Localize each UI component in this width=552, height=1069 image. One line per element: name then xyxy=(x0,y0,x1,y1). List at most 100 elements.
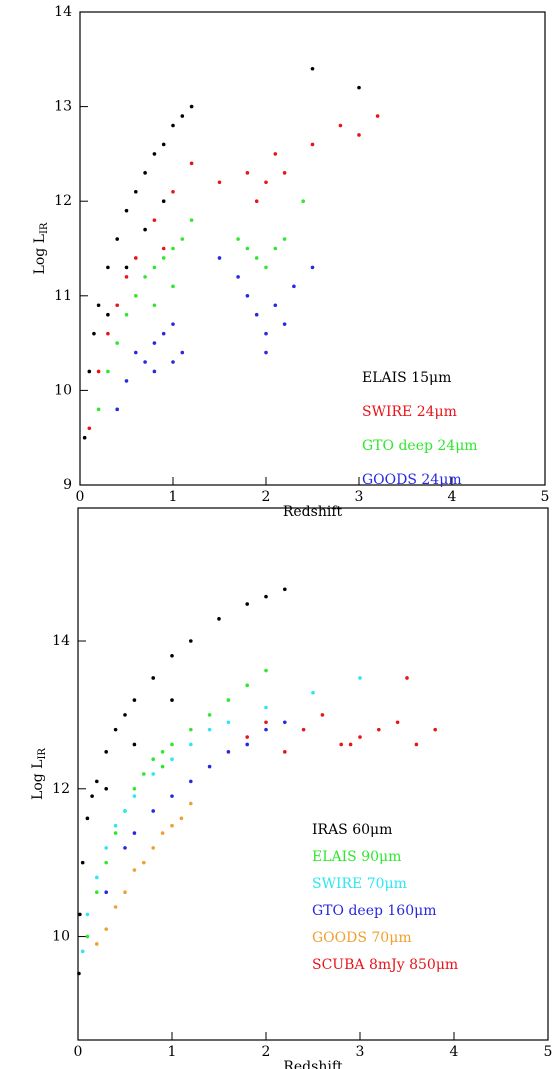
point xyxy=(377,727,381,732)
point xyxy=(115,303,119,308)
point xyxy=(375,114,380,118)
point xyxy=(124,265,129,270)
point xyxy=(282,171,287,175)
point xyxy=(151,809,155,813)
point xyxy=(395,720,400,725)
x-tick-label: 5 xyxy=(544,1044,552,1060)
point xyxy=(96,303,101,308)
point xyxy=(292,284,296,289)
point xyxy=(170,698,174,702)
point xyxy=(301,727,306,732)
legend-entry: SCUBA 8mJy 850μm xyxy=(312,957,458,973)
point xyxy=(170,794,174,798)
point xyxy=(85,816,90,821)
point xyxy=(82,435,87,440)
point xyxy=(151,757,155,762)
point xyxy=(143,171,147,175)
point xyxy=(283,720,287,725)
point xyxy=(245,683,249,688)
point xyxy=(217,617,221,621)
y-tick-label: 12 xyxy=(52,781,70,797)
point xyxy=(179,816,184,821)
y-axis-label: Log LIR xyxy=(32,222,50,274)
point xyxy=(132,831,137,835)
point xyxy=(161,256,166,260)
x-tick-label: 2 xyxy=(262,1044,271,1060)
point xyxy=(95,779,99,784)
point xyxy=(160,750,165,754)
legend-entry: SWIRE 24μm xyxy=(362,404,457,420)
point xyxy=(357,85,361,90)
point xyxy=(282,322,287,326)
x-tick-label: 5 xyxy=(541,489,550,505)
point xyxy=(106,265,110,270)
point xyxy=(85,912,90,917)
x-tick-label: 3 xyxy=(355,489,364,505)
legend-entry: GTO deep 160μm xyxy=(312,903,437,919)
point xyxy=(85,934,90,939)
point xyxy=(152,265,157,270)
point xyxy=(104,786,108,791)
point xyxy=(142,860,146,865)
point xyxy=(92,331,96,336)
point xyxy=(113,823,118,828)
point xyxy=(310,142,315,147)
point xyxy=(217,256,222,260)
point xyxy=(151,676,155,680)
point xyxy=(358,676,362,680)
point xyxy=(151,772,155,776)
point xyxy=(320,713,325,717)
point xyxy=(405,676,409,680)
point xyxy=(123,890,127,895)
point xyxy=(301,199,306,203)
point xyxy=(245,246,250,251)
point xyxy=(236,237,240,241)
point xyxy=(90,794,94,798)
point xyxy=(264,180,268,185)
point xyxy=(142,772,146,776)
point xyxy=(207,764,212,769)
point xyxy=(189,742,193,747)
y-tick-label: 14 xyxy=(54,4,72,20)
point xyxy=(339,742,344,747)
point xyxy=(264,720,268,725)
point xyxy=(217,180,222,185)
point xyxy=(113,831,118,835)
x-tick-label: 2 xyxy=(262,489,271,505)
point xyxy=(180,350,185,355)
x-tick-label: 0 xyxy=(76,489,85,505)
legend-entry: IRAS 60μm xyxy=(312,822,392,838)
point xyxy=(171,322,175,326)
point xyxy=(96,369,101,374)
point xyxy=(171,284,175,289)
point xyxy=(273,246,278,251)
point xyxy=(95,942,99,946)
point xyxy=(433,727,438,732)
point xyxy=(115,237,119,241)
point xyxy=(348,742,353,747)
y-axis-label-subscript: IR xyxy=(37,748,48,760)
point xyxy=(104,860,108,865)
point xyxy=(189,801,193,806)
point xyxy=(170,742,174,747)
point xyxy=(124,275,129,279)
point xyxy=(115,407,119,412)
point xyxy=(152,303,157,308)
point xyxy=(161,246,166,251)
point xyxy=(87,369,92,374)
point xyxy=(171,246,175,251)
legend-entry: GOODS 70μm xyxy=(312,930,412,946)
point xyxy=(245,735,249,739)
point xyxy=(104,750,108,754)
point xyxy=(358,735,362,739)
point xyxy=(132,786,137,791)
y-tick-label: 12 xyxy=(54,193,72,209)
point xyxy=(132,698,137,702)
point xyxy=(106,312,110,317)
point xyxy=(245,171,250,175)
point xyxy=(161,331,166,336)
point xyxy=(254,312,259,317)
point xyxy=(310,66,315,71)
point xyxy=(226,720,231,725)
